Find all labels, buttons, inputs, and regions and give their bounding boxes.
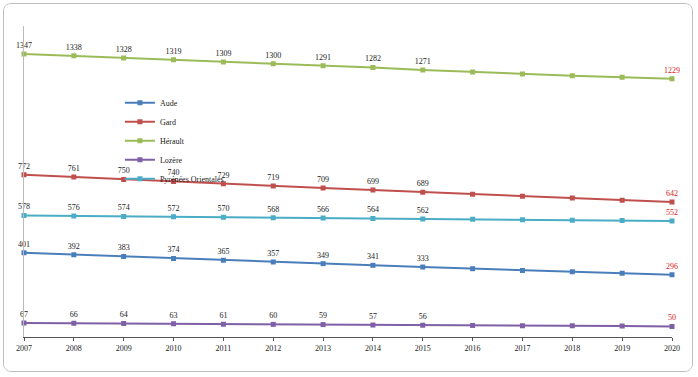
svg-text:1309: 1309 [215,49,231,58]
svg-text:357: 357 [267,249,279,258]
svg-text:2020: 2020 [664,344,680,353]
svg-text:2019: 2019 [614,344,630,353]
svg-text:1328: 1328 [116,45,132,54]
svg-text:2015: 2015 [415,344,431,353]
svg-text:60: 60 [269,311,277,320]
svg-text:365: 365 [217,247,229,256]
svg-text:66: 66 [70,310,78,319]
svg-text:1282: 1282 [365,54,381,63]
svg-text:2009: 2009 [116,344,132,353]
svg-text:709: 709 [317,175,329,184]
svg-text:2011: 2011 [216,344,232,353]
svg-text:566: 566 [317,205,329,214]
svg-text:341: 341 [367,252,379,261]
svg-text:Aude: Aude [160,99,178,108]
svg-text:570: 570 [217,204,229,213]
svg-text:50: 50 [668,313,676,322]
svg-text:761: 761 [68,164,80,173]
svg-text:1229: 1229 [664,66,680,75]
svg-text:1271: 1271 [415,57,431,66]
svg-text:642: 642 [666,189,678,198]
svg-text:1338: 1338 [66,43,82,52]
svg-text:349: 349 [317,251,329,260]
svg-text:57: 57 [369,312,377,321]
svg-text:740: 740 [167,168,180,178]
svg-text:56: 56 [419,312,427,321]
svg-text:568: 568 [267,205,279,214]
svg-text:574: 574 [118,203,130,212]
svg-text:2018: 2018 [564,344,580,353]
svg-text:2013: 2013 [315,344,331,353]
svg-text:1291: 1291 [315,53,331,62]
svg-text:383: 383 [118,243,130,252]
svg-text:2017: 2017 [514,344,530,353]
svg-text:689: 689 [417,179,429,188]
svg-text:374: 374 [168,245,180,254]
svg-text:2007: 2007 [16,344,32,353]
svg-text:1347: 1347 [16,41,32,50]
svg-text:2012: 2012 [265,344,281,353]
svg-text:Hérault: Hérault [160,137,185,146]
svg-text:719: 719 [267,173,279,182]
svg-text:59: 59 [319,311,327,320]
svg-text:2008: 2008 [66,344,82,353]
svg-text:564: 564 [367,205,379,214]
svg-text:392: 392 [68,242,80,251]
svg-text:578: 578 [18,202,30,211]
svg-text:572: 572 [168,204,180,213]
svg-text:772: 772 [18,162,30,171]
svg-text:750: 750 [118,166,130,175]
svg-text:333: 333 [417,254,429,263]
svg-text:699: 699 [367,177,379,186]
svg-text:2014: 2014 [365,344,381,353]
svg-text:1300: 1300 [265,51,281,60]
svg-text:64: 64 [120,310,128,319]
svg-text:562: 562 [417,206,429,215]
svg-text:Lozère: Lozère [160,156,183,165]
svg-text:61: 61 [219,311,227,320]
svg-text:296: 296 [666,262,678,271]
svg-text:401: 401 [18,240,30,249]
svg-text:576: 576 [68,203,80,212]
svg-text:63: 63 [170,311,178,320]
svg-text:1319: 1319 [166,47,182,56]
svg-text:2010: 2010 [166,344,182,353]
svg-text:67: 67 [20,310,28,319]
svg-text:552: 552 [666,208,678,217]
svg-text:Gard: Gard [160,118,176,127]
svg-text:Pyrénées Orientales: Pyrénées Orientales [160,175,224,184]
svg-text:2016: 2016 [465,344,481,353]
